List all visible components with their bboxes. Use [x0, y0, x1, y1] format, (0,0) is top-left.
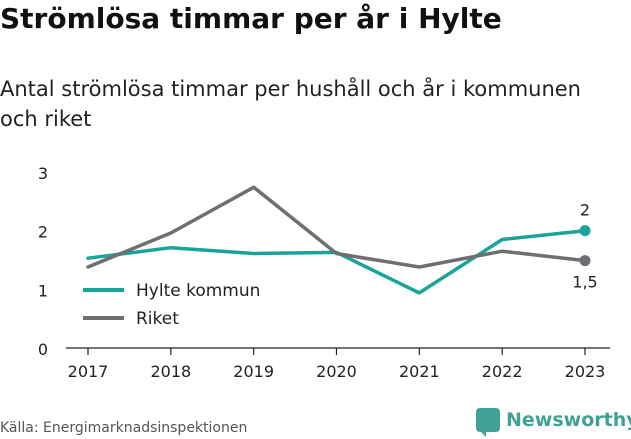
- x-tick-label: 2022: [482, 362, 523, 381]
- x-tick-label: 2021: [399, 362, 440, 381]
- x-tick-label: 2023: [565, 362, 606, 381]
- brand: Newsworthy: [476, 408, 631, 437]
- y-tick-label: 2: [38, 223, 48, 242]
- newsworthy-logo-icon: [476, 408, 500, 437]
- chart-title: Strömlösa timmar per år i Hylte: [0, 2, 502, 35]
- series-end-point-2: [579, 255, 591, 267]
- x-tick-label: 2019: [233, 362, 274, 381]
- y-tick-label: 1: [38, 281, 48, 300]
- legend-label: Hylte kommun: [136, 281, 260, 301]
- x-tick-label: 2018: [150, 362, 191, 381]
- legend-label: Riket: [136, 309, 179, 329]
- x-tick-label: 2020: [316, 362, 357, 381]
- source-note: Källa: Energimarknadsinspektionen: [0, 420, 248, 436]
- x-tick-label: 2017: [68, 362, 109, 381]
- chart-subtitle: Antal strömlösa timmar per hushåll och å…: [0, 77, 581, 131]
- data-label: 2: [580, 201, 590, 220]
- series-line-2: [86, 185, 587, 269]
- brand-name: Newsworthy: [506, 409, 631, 431]
- y-tick-label: 3: [38, 164, 48, 183]
- data-label: 1,5: [572, 273, 597, 292]
- y-tick-label: 0: [38, 340, 48, 359]
- series-end-point-1: [579, 225, 591, 237]
